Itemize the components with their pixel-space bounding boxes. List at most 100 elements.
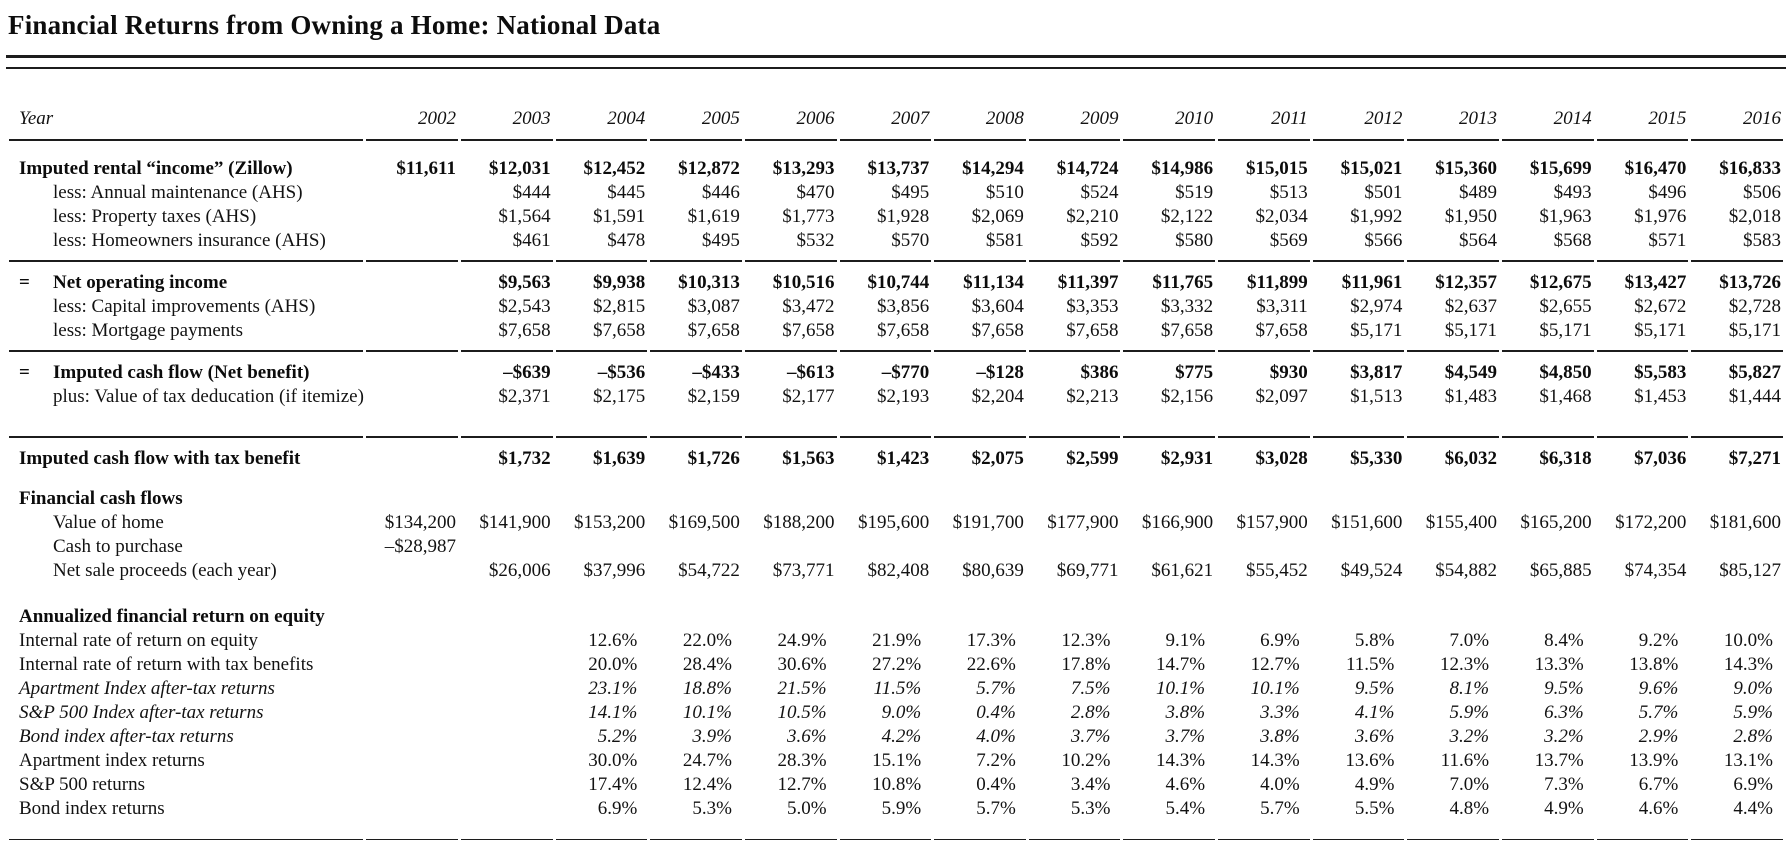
cell-2011 [1218, 583, 1310, 629]
cell-2010: $2,156 [1160, 386, 1214, 407]
cell-2011: $3,028 [1255, 448, 1308, 469]
cell-2014: $4,850 [1539, 362, 1592, 383]
cell-2002 [366, 629, 458, 653]
cell-2010: 4.6% [1165, 774, 1206, 795]
cell-2011: 5.7% [1260, 798, 1300, 819]
rule-cell [555, 821, 648, 840]
row-label: less: Capital improvements (AHS) [9, 295, 363, 319]
cell-2002 [366, 701, 458, 725]
cell-2003 [461, 653, 553, 677]
cell-2014: 13.7% [1534, 750, 1584, 771]
cell-2009: $3,353 [1066, 296, 1119, 317]
cell-2003: $2,371 [498, 386, 551, 407]
cell-2003: –$639 [503, 362, 551, 383]
cell-2007: 9.0% [881, 702, 922, 723]
cell-2002 [366, 352, 458, 385]
cell-2013: $54,882 [1435, 560, 1498, 581]
rule-cell [1691, 840, 1783, 846]
cell-2013 [1407, 535, 1499, 559]
cell-2002 [366, 559, 458, 583]
cell-2009: 10.2% [1061, 750, 1111, 771]
table-row: Imputed cash flow with tax benefit $1,732… [9, 438, 1783, 471]
cell-2004: $2,815 [593, 296, 646, 317]
rule-cell [1407, 409, 1500, 438]
cell-2013 [1407, 471, 1499, 511]
cell-2014: $568 [1502, 229, 1594, 262]
cell-2012: 11.5% [1346, 654, 1395, 675]
cell-2011: 3.3% [1260, 702, 1300, 723]
cell-2008: 5.7% [976, 798, 1016, 819]
cell-2008: $191,700 [952, 512, 1024, 533]
cell-2003: $141,900 [479, 512, 551, 533]
cell-2016: $16,833 [1719, 158, 1781, 179]
cell-2013: $5,171 [1407, 319, 1500, 352]
cell-2007: $3,856 [876, 296, 930, 317]
row-label-text: Imputed cash flow (Net benefit) [53, 362, 310, 383]
cell-2006: $532 [744, 229, 837, 262]
rule-cell [1218, 409, 1310, 438]
rule-cell [1312, 409, 1405, 438]
cell-2003: $1,564 [498, 206, 551, 227]
cell-2006: 30.6% [777, 654, 827, 675]
cell-2009: $592 [1028, 229, 1121, 262]
cell-2004: –$536 [597, 362, 646, 383]
mid-rule [9, 409, 1783, 438]
cell-2009 [1029, 535, 1121, 559]
cell-2003 [461, 749, 553, 773]
year-header-label: Year [9, 73, 364, 141]
cell-2007: $1,423 [876, 448, 930, 469]
year-header-row: Year 2002 2003 2004 2005 2006 2007 2008 2009 2010… [9, 73, 1783, 141]
cell-2010: 3.7% [1165, 726, 1206, 747]
page-title: Financial Returns from Owning a Home: Na… [8, 10, 661, 40]
cell-2012: 3.6% [1354, 726, 1395, 747]
cell-2006: –$613 [787, 362, 835, 383]
cell-2002 [366, 725, 458, 749]
cell-2013: 7.0% [1449, 630, 1490, 651]
cell-2005: 5.3% [692, 798, 732, 819]
cell-2003 [461, 725, 553, 749]
cell-2004: $445 [607, 182, 646, 203]
cell-2003 [461, 797, 553, 821]
table-row: S&P 500 returns 17.4% 12.4% 12.7% 10.8% 0.4% 3… [9, 773, 1783, 797]
cell-2006: 24.9% [777, 630, 827, 651]
cell-2016: $13,726 [1719, 272, 1781, 293]
cell-2005 [650, 535, 742, 559]
table-row: less: Property taxes (AHS) $1,564 $1,591 $1… [9, 205, 1783, 229]
year-header-2011: 2011 [1218, 73, 1310, 141]
cell-2007 [840, 583, 932, 629]
cell-2009: 7.5% [1070, 678, 1111, 699]
table-row: Internal rate of return with tax benefit… [9, 653, 1783, 677]
cell-2004 [556, 471, 648, 511]
cell-2014: $165,200 [1520, 512, 1592, 533]
cell-2008: $7,658 [934, 319, 1026, 352]
rule-cell [9, 821, 364, 840]
bottom-rule [9, 821, 1783, 840]
cell-2016: $1,444 [1728, 386, 1781, 407]
cell-2010: 14.3% [1156, 750, 1206, 771]
rule-cell [1218, 840, 1310, 846]
row-label: S&P 500 Index after-tax returns [9, 701, 363, 725]
row-label-text: Bond index after-tax returns [19, 726, 234, 747]
cell-2010: $519 [1175, 182, 1214, 203]
cell-2002: –$28,987 [384, 536, 456, 557]
equals-prefix: = [19, 272, 30, 293]
cell-2012: $501 [1364, 182, 1403, 203]
row-label-text: less: Mortgage payments [53, 320, 243, 341]
year-header-2014: 2014 [1502, 73, 1594, 141]
cell-2010: 3.8% [1165, 702, 1206, 723]
table-row: less: Homeowners insurance (AHS) $461 $478… [9, 229, 1783, 262]
cell-2016 [1691, 583, 1783, 629]
cell-2014 [1502, 471, 1594, 511]
row-label-text: less: Annual maintenance (AHS) [53, 182, 303, 203]
cell-2009: $2,213 [1066, 386, 1119, 407]
returns-table: Year 2002 2003 2004 2005 2006 2007 2008 2009 2010… [6, 73, 1786, 846]
rule-cell [1313, 840, 1405, 846]
cell-2016: 9.0% [1733, 678, 1773, 699]
cell-2005: $10,313 [678, 272, 740, 293]
cell-2013: $564 [1407, 229, 1500, 262]
cell-2011: 10.1% [1250, 678, 1300, 699]
cell-2003 [461, 583, 553, 629]
row-label: Internal rate of return with tax benefit… [9, 653, 363, 677]
cell-2009: $69,771 [1056, 560, 1119, 581]
row-label-text: Cash to purchase [53, 536, 183, 557]
